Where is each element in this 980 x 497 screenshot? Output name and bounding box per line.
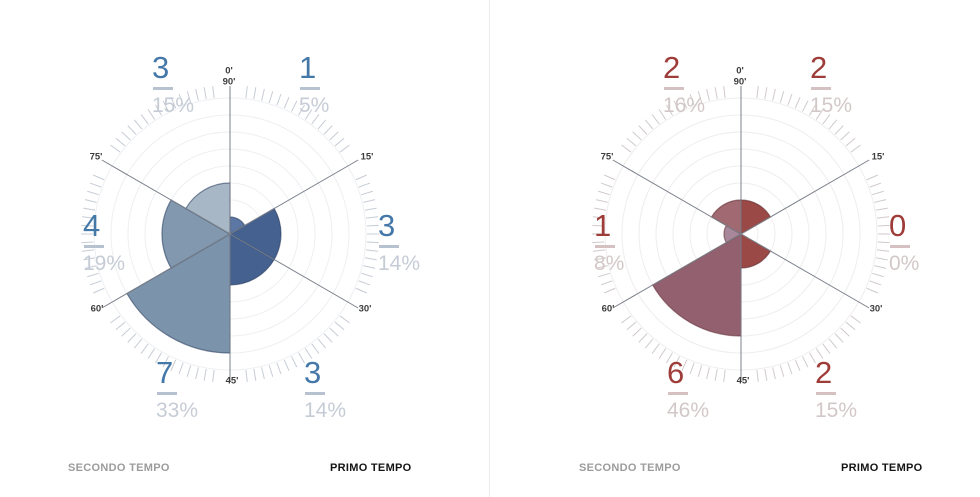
axis-label-0: 0' [736, 65, 744, 77]
stat-goals-45-60: 7 [156, 355, 173, 390]
stat-goals-75-90: 2 [663, 50, 680, 85]
axis-label-60: 60' [90, 303, 104, 315]
stat-goals-75-90: 3 [152, 50, 169, 85]
second-half-label: SECONDO TEMPO [68, 462, 170, 474]
stat-goals-60-75: 4 [83, 208, 100, 243]
axis-label-30: 30' [869, 303, 883, 315]
stat-underline [668, 392, 688, 395]
axis-label-30: 30' [358, 303, 372, 315]
stat-percent-45-60: 46% [667, 399, 710, 422]
stat-underline [305, 392, 325, 395]
axis-label-90: 90' [733, 77, 747, 88]
stat-percent-30-45: 15% [815, 399, 858, 422]
stat-block-45-60: 6 46% [667, 357, 709, 421]
rose-chart-blue [81, 85, 379, 383]
axis-label-45: 45' [736, 375, 750, 387]
stat-percent-30-45: 14% [304, 399, 347, 422]
stat-goals-45-60: 6 [667, 355, 684, 390]
stat-underline [84, 245, 104, 248]
stat-block-30-45: 3 14% [304, 357, 346, 421]
panel-goal-timing-red: 0' 90' 15' 30' 45' 60' 75' 2 16% 2 15% 1… [511, 0, 980, 497]
stat-goals-15-30: 3 [378, 208, 395, 243]
stat-block-30-45: 2 15% [815, 357, 857, 421]
stat-underline [890, 245, 910, 248]
rose-chart-red [592, 85, 890, 383]
axis-label-0: 0' [225, 65, 233, 77]
stat-percent-15-30: 0% [889, 252, 920, 275]
stat-goals-0-15: 1 [299, 50, 316, 85]
stat-goals-30-45: 3 [304, 355, 321, 390]
axis-label-75: 75' [89, 151, 103, 163]
stat-block-60-75: 4 19% [83, 210, 125, 274]
stat-goals-15-30: 0 [889, 208, 906, 243]
stat-block-60-75: 1 8% [594, 210, 624, 274]
axis-label-0-90: 0' 90' [734, 66, 747, 89]
axis-label-0-90: 0' 90' [223, 66, 236, 89]
stat-block-0-15: 2 15% [810, 52, 852, 116]
stat-underline [153, 87, 173, 90]
stat-underline [379, 245, 399, 248]
stat-percent-60-75: 8% [594, 252, 625, 275]
stat-percent-75-90: 16% [663, 94, 706, 117]
stat-percent-45-60: 33% [156, 399, 199, 422]
first-half-label: PRIMO TEMPO [841, 462, 923, 474]
stat-block-15-30: 0 0% [889, 210, 919, 274]
stat-percent-75-90: 15% [152, 94, 195, 117]
axis-label-60: 60' [601, 303, 615, 315]
stat-goals-0-15: 2 [810, 50, 827, 85]
panel-goal-timing-blue: 0' 90' 15' 30' 45' 60' 75' 3 15% 1 5% 4 … [68, 52, 420, 474]
stat-goals-60-75: 1 [594, 208, 611, 243]
stat-percent-0-15: 5% [299, 94, 330, 117]
stat-block-15-30: 3 14% [378, 210, 420, 274]
panel-divider [489, 0, 490, 497]
stat-percent-60-75: 19% [83, 252, 126, 275]
stat-percent-15-30: 14% [378, 252, 421, 275]
stat-underline [300, 87, 320, 90]
stat-block-75-90: 3 15% [152, 52, 194, 116]
axis-label-75: 75' [600, 151, 614, 163]
axis-label-90: 90' [222, 77, 236, 88]
stat-underline [157, 392, 177, 395]
second-half-label: SECONDO TEMPO [579, 462, 681, 474]
axis-label-45: 45' [225, 375, 239, 387]
stat-underline [595, 245, 615, 248]
stat-underline [664, 87, 684, 90]
axis-label-15: 15' [871, 151, 885, 163]
axis-label-15: 15' [360, 151, 374, 163]
stat-underline [811, 87, 831, 90]
stat-block-75-90: 2 16% [663, 52, 705, 116]
stat-goals-30-45: 2 [815, 355, 832, 390]
stat-percent-0-15: 15% [810, 94, 853, 117]
stat-block-45-60: 7 33% [156, 357, 198, 421]
stat-underline [816, 392, 836, 395]
stat-block-0-15: 1 5% [299, 52, 329, 116]
first-half-label: PRIMO TEMPO [330, 462, 412, 474]
